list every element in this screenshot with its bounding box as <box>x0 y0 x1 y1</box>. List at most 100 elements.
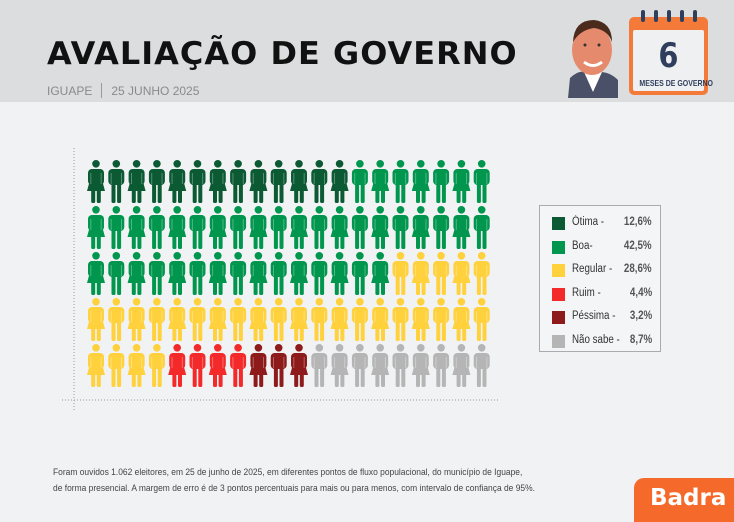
page-title: AVALIAÇÃO DE GOVERNO <box>47 36 518 72</box>
man-icon <box>311 160 328 203</box>
brand-logo: Badra <box>634 478 734 522</box>
woman-icon <box>127 344 146 387</box>
legend-label: Não sabe - <box>572 333 620 346</box>
man-icon <box>148 252 165 295</box>
legend-value: 3,2% <box>629 310 652 322</box>
legend-label: Ótima - <box>572 216 605 228</box>
woman-icon <box>371 160 390 203</box>
woman-icon <box>371 344 390 387</box>
legend-item-0: Ótima - 12,6% <box>552 215 652 231</box>
woman-icon <box>371 298 390 341</box>
man-icon <box>351 298 368 341</box>
woman-icon <box>371 206 390 249</box>
legend-value: 8,7% <box>629 333 652 346</box>
legend-value: 4,4% <box>629 286 652 299</box>
legend-item-5: Não sabe - 8,7% <box>552 333 652 349</box>
man-icon <box>189 206 206 249</box>
man-icon <box>473 206 490 249</box>
woman-icon <box>411 298 430 341</box>
brand-name: Badra <box>650 485 727 511</box>
woman-icon <box>330 252 349 295</box>
woman-icon <box>168 252 187 295</box>
man-icon <box>230 252 247 295</box>
woman-icon <box>168 160 187 203</box>
legend-item-1: Boa- 42,5% <box>552 239 652 255</box>
man-icon <box>189 298 206 341</box>
legend-swatch <box>552 264 565 277</box>
legend-label: Ruim - <box>572 286 601 299</box>
woman-icon <box>290 252 308 295</box>
months-number: 6 <box>658 36 679 76</box>
calendar-ring-icon <box>667 10 671 22</box>
man-icon <box>270 344 287 387</box>
man-icon <box>433 252 450 295</box>
man-icon <box>392 298 409 341</box>
woman-icon <box>290 298 308 341</box>
legend: Ótima - 12,6% Boa- 42,5% Regular - 28,6% Ruim … <box>539 205 661 352</box>
man-icon <box>311 252 328 295</box>
man-icon <box>230 298 247 341</box>
man-icon <box>473 252 490 295</box>
woman-icon <box>87 160 105 203</box>
man-icon <box>270 252 287 295</box>
man-icon <box>189 252 206 295</box>
legend-value: 28,6% <box>624 263 652 275</box>
man-icon <box>473 298 490 341</box>
legend-label: Regular - <box>572 263 613 275</box>
methodology-line-1: Foram ouvidos 1.062 eleitores, em 25 de … <box>53 467 523 478</box>
legend-swatch <box>552 217 565 230</box>
man-icon <box>392 160 409 203</box>
woman-icon <box>127 160 146 203</box>
man-icon <box>433 298 450 341</box>
calendar-ring-icon <box>693 10 697 22</box>
man-icon <box>311 206 328 249</box>
woman-icon <box>168 344 187 387</box>
man-icon <box>351 252 368 295</box>
woman-icon <box>452 160 471 203</box>
man-icon <box>392 206 409 249</box>
city-label: IGUAPE <box>47 84 93 98</box>
man-icon <box>108 344 125 387</box>
woman-icon <box>168 298 187 341</box>
man-icon <box>270 206 287 249</box>
woman-icon <box>127 206 146 249</box>
man-icon <box>351 206 368 249</box>
man-icon <box>270 160 287 203</box>
legend-swatch <box>552 240 565 254</box>
legend-value: 42,5% <box>624 239 652 252</box>
woman-icon <box>168 206 187 249</box>
man-icon <box>189 160 206 203</box>
woman-icon <box>208 344 227 387</box>
man-icon <box>108 252 125 295</box>
woman-icon <box>87 206 105 249</box>
woman-icon <box>290 344 308 387</box>
man-icon <box>230 344 247 387</box>
man-icon <box>392 252 409 295</box>
man-icon <box>311 298 328 341</box>
legend-value: 12,6% <box>624 216 652 228</box>
legend-item-3: Ruim - 4,4% <box>552 286 652 302</box>
woman-icon <box>87 252 105 295</box>
divider <box>101 83 103 98</box>
woman-icon <box>208 160 227 203</box>
woman-icon <box>371 252 390 295</box>
man-icon <box>148 160 165 203</box>
caricature-portrait <box>568 20 618 98</box>
woman-icon <box>249 160 268 203</box>
woman-icon <box>208 206 227 249</box>
man-icon <box>433 344 450 387</box>
man-icon <box>270 298 287 341</box>
woman-icon <box>208 252 227 295</box>
woman-icon <box>87 344 105 387</box>
woman-icon <box>411 252 430 295</box>
legend-item-4: Péssima - 3,2% <box>552 309 652 325</box>
man-icon <box>473 160 490 203</box>
woman-icon <box>127 252 146 295</box>
legend-swatch <box>552 311 565 324</box>
woman-icon <box>411 206 430 249</box>
woman-icon <box>330 160 349 203</box>
man-icon <box>473 344 490 387</box>
woman-icon <box>127 298 146 341</box>
legend-item-2: Regular - 28,6% <box>552 262 652 278</box>
calendar-page: 6 MESES DE GOVERNO <box>633 30 713 91</box>
